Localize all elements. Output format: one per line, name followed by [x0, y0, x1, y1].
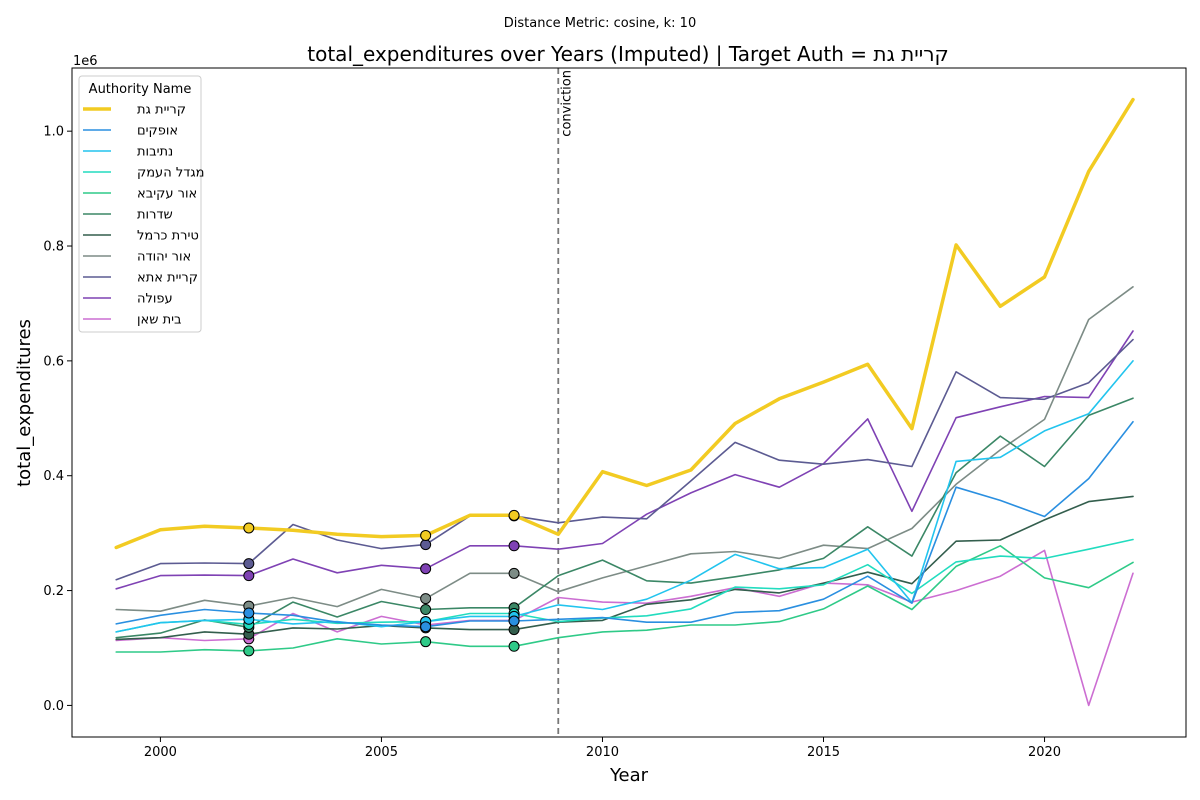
series-4-line [115, 544, 1134, 653]
legend-label: שדרות [137, 208, 173, 223]
x-tick-label: 2000 [144, 745, 177, 760]
y-axis: 0.0 0.2 0.4 0.6 0.8 1.0 [43, 125, 72, 714]
plot-area: conviction [114, 68, 1135, 737]
series-4-marker [243, 645, 255, 657]
series-6-line [115, 495, 1134, 641]
y-tick-label: 0.2 [43, 584, 64, 599]
series-10-line [115, 549, 1134, 707]
series-1-marker [243, 607, 255, 619]
series-1-line [115, 420, 1134, 628]
series-0-marker [508, 509, 520, 521]
legend: Authority Name קריית גת אופקים נתיבות מגדל … [78, 75, 205, 333]
series-3-line [115, 538, 1134, 633]
legend-label: בית שאן [137, 313, 182, 328]
series-8-marker [420, 539, 432, 551]
legend-title: Authority Name [89, 82, 192, 97]
x-tick-label: 2005 [365, 745, 398, 760]
chart-suptitle: Distance Metric: cosine, k: 10 [504, 16, 696, 31]
axes-frame [71, 67, 1187, 738]
series-2-line [115, 360, 1134, 633]
legend-label: אור עקיבא [137, 187, 197, 202]
conviction-label: conviction [559, 70, 574, 137]
series-0-marker [420, 529, 432, 541]
series-5-marker [420, 604, 432, 616]
y-tick-label: 0.6 [43, 354, 64, 369]
series-9-marker [508, 540, 520, 552]
series-5-line [115, 397, 1134, 639]
series-4-marker [420, 636, 432, 648]
series-7-marker [420, 593, 432, 605]
series-1-marker [420, 621, 432, 633]
legend-label: טירת כרמל [137, 229, 199, 244]
series-7-line [115, 285, 1134, 613]
legend-label: מגדל העמק [137, 166, 205, 181]
x-axis-label: Year [609, 765, 649, 786]
x-tick-label: 2010 [586, 745, 619, 760]
legend-label: נתיבות [137, 145, 173, 160]
series-8-marker [243, 558, 255, 570]
series-9-marker [243, 570, 255, 582]
x-tick-label: 2020 [1028, 745, 1061, 760]
legend-box [78, 75, 202, 333]
series-1-marker [508, 615, 520, 627]
legend-label: אור יהודה [137, 250, 191, 265]
legend-label: עפולה [137, 292, 173, 307]
y-offset-label: 1e6 [73, 54, 98, 69]
series-0-line [114, 97, 1135, 550]
y-tick-label: 0.4 [43, 469, 64, 484]
legend-label: קריית גת [137, 103, 186, 118]
y-tick-label: 1.0 [43, 125, 64, 140]
x-axis: 2000 2005 2010 2015 2020 [144, 737, 1061, 760]
y-tick-label: 0.0 [43, 699, 64, 714]
y-tick-label: 0.8 [43, 240, 64, 255]
series-4-marker [508, 640, 520, 652]
y-axis-label: total_expenditures [14, 319, 35, 487]
legend-label: אופקים [137, 124, 178, 139]
x-tick-label: 2015 [807, 745, 840, 760]
chart-title: total_expenditures over Years (Imputed) … [307, 42, 948, 66]
series-0-marker [243, 522, 255, 534]
series-9-line [115, 330, 1134, 590]
legend-label: קריית אתא [137, 271, 198, 286]
series-9-marker [420, 563, 432, 575]
series-7-marker [508, 567, 520, 579]
